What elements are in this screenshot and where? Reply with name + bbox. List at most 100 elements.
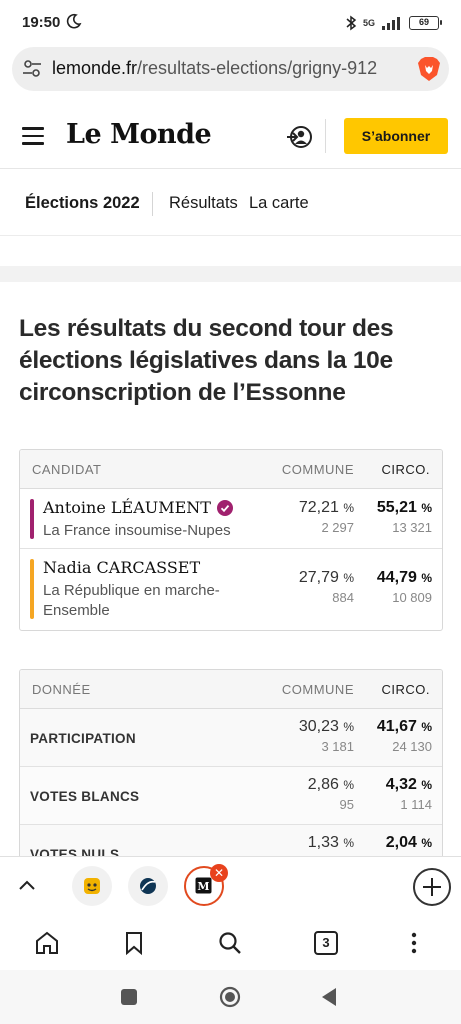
pct-unit: % [421,501,432,515]
pct-unit: % [421,720,432,734]
commune-result: 30,23 % 3 181 [299,718,354,754]
commune-pct: 30,23 [298,718,339,735]
hamburger-menu-icon[interactable] [22,127,44,145]
column-header-data: DONNÉE [32,682,91,697]
section-separator [0,266,461,282]
le-monde-logo[interactable]: Le Monde [66,119,212,150]
candidates-table: CANDIDAT COMMUNE CIRCO. Antoine LÉAUMENT… [19,449,443,631]
pct-unit: % [343,571,354,585]
party-color-bar [30,559,34,619]
search-icon[interactable] [217,930,243,956]
column-header-commune: COMMUNE [281,462,354,477]
pct-unit: % [343,778,354,792]
article-headline: Les résultats du second tour des électio… [19,315,394,406]
chevron-up-icon[interactable] [16,875,38,897]
tab-favicon-globe-icon [140,878,156,894]
tab-favicon-emoji-icon [84,878,100,894]
commune-votes: 3 181 [321,739,354,754]
commune-votes: 95 [339,797,354,812]
commune-pct: 72,21 [298,499,339,516]
home-button-icon[interactable] [219,986,241,1008]
table-header: DONNÉE COMMUNE CIRCO. [20,670,442,709]
bluetooth-icon [346,15,357,31]
url-path: /resultats-elections/grigny-912 [137,58,378,78]
candidate-party: La France insoumise-Nupes [43,522,231,539]
table-row: Antoine LÉAUMENT La France insoumise-Nup… [20,489,442,549]
subscribe-button[interactable]: S’abonner [344,118,448,154]
turnout-table: DONNÉE COMMUNE CIRCO. PARTICIPATION 30,2… [19,669,443,859]
commune-pct: 2,86 [307,776,339,793]
svg-text:M: M [197,880,209,893]
back-icon[interactable] [320,987,338,1007]
new-tab-button[interactable] [413,868,451,906]
tab-favicon-le-monde-icon: M [195,877,212,894]
table-row: VOTES NULS 1,33 % 2,04 % [20,825,442,859]
commune-votes: 884 [332,590,354,605]
nav-divider [152,192,153,216]
candidate-name-text: Antoine LÉAUMENT [43,498,211,517]
tab-chip[interactable] [72,866,112,906]
header-divider [325,119,326,153]
network-type-label: 5G [362,18,375,28]
tab-chip[interactable] [128,866,168,906]
site-settings-icon[interactable] [22,59,42,79]
browser-toolbar: 3 [0,914,461,970]
circo-result: 2,04 % [386,834,432,852]
status-bar: 19:50 5G 69 [0,0,461,46]
address-bar[interactable]: lemonde.fr/resultats-elections/grigny-91… [12,47,449,91]
candidate-name-text: Nadia CARCASSET [43,558,201,577]
column-header-circo: CIRCO. [381,462,430,477]
circo-votes: 10 809 [392,590,432,605]
circo-result: 41,67 % 24 130 [377,718,432,754]
table-header: CANDIDAT COMMUNE CIRCO. [20,450,442,489]
circo-votes: 24 130 [392,739,432,754]
circo-pct: 4,32 [385,776,417,793]
recent-apps-icon[interactable] [120,988,138,1006]
elected-check-icon [216,499,233,516]
circo-result: 4,32 % 1 114 [386,776,432,812]
commune-votes: 2 297 [321,520,354,535]
pct-unit: % [421,836,432,850]
column-header-candidate: CANDIDAT [32,462,102,477]
commune-result: 27,79 % 884 [299,569,354,605]
url-text[interactable]: lemonde.fr/resultats-elections/grigny-91… [52,58,412,79]
site-header: Le Monde S’abonner [0,103,461,169]
pct-unit: % [421,778,432,792]
circo-pct: 41,67 [376,718,417,735]
table-row: PARTICIPATION 30,23 % 3 181 41,67 % 24 1… [20,709,442,767]
row-label: PARTICIPATION [30,731,136,746]
tab-chip-active[interactable]: M [184,866,224,906]
bookmark-icon[interactable] [121,930,147,956]
nav-section-title[interactable]: Élections 2022 [25,194,140,212]
brave-shields-icon[interactable] [417,56,441,82]
circo-votes: 1 114 [400,797,432,812]
column-header-circo: CIRCO. [381,682,430,697]
candidate-name: Nadia CARCASSET [43,558,200,577]
battery-level: 69 [418,17,429,27]
pct-unit: % [343,720,354,734]
status-time: 19:50 [22,14,61,31]
row-label: VOTES BLANCS [30,789,140,804]
candidate-party: La République en marche-Ensemble [43,582,220,619]
candidate-name: Antoine LÉAUMENT [43,498,233,517]
tab-switcher-button[interactable]: 3 [314,931,338,955]
pct-unit: % [421,571,432,585]
nav-item-results[interactable]: Résultats [169,194,238,212]
pct-unit: % [343,501,354,515]
circo-pct: 2,04 [385,834,417,851]
home-icon[interactable] [34,930,60,956]
party-color-bar [30,499,34,539]
commune-result: 2,86 % 95 [308,776,354,812]
nav-item-map[interactable]: La carte [249,194,309,212]
circo-result: 44,79 % 10 809 [377,569,432,605]
signal-strength-icon [382,17,400,30]
section-nav: Élections 2022 Résultats La carte [0,170,461,236]
battery-icon: 69 [409,16,442,30]
circo-votes: 13 321 [392,520,432,535]
more-options-icon[interactable] [401,930,427,956]
plus-icon [423,878,441,896]
commune-pct: 1,33 [307,834,339,851]
circo-pct: 44,79 [376,569,417,586]
account-login-icon[interactable] [285,123,313,151]
close-tab-icon[interactable]: ✕ [210,864,228,882]
